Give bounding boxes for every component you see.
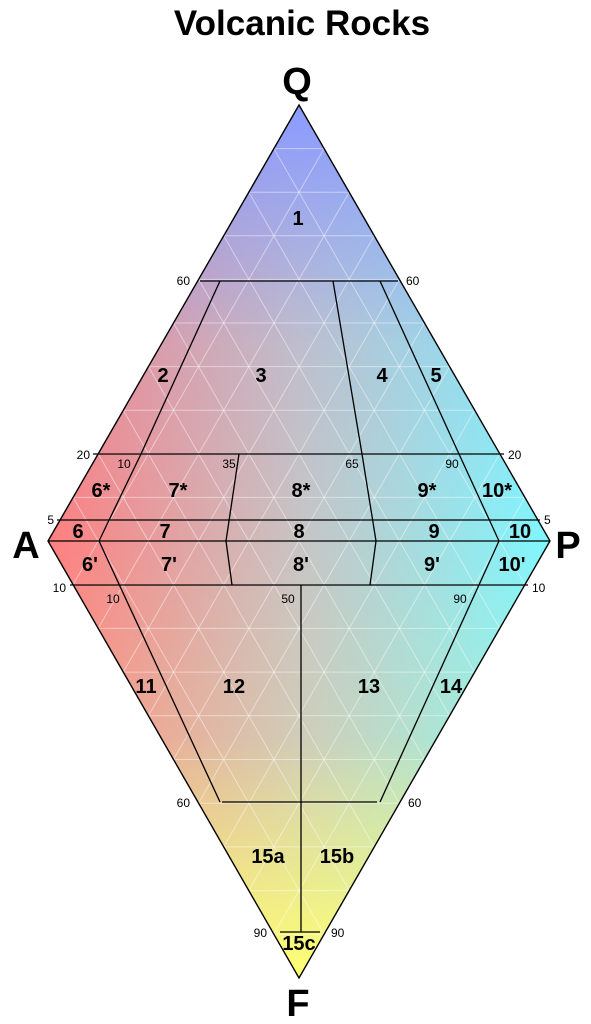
tick-label: 10 (53, 581, 67, 595)
field-label: 4 (376, 365, 388, 387)
grid-line (398, 409, 476, 542)
field-label: 15c (282, 933, 315, 955)
grid-line (198, 279, 350, 542)
apex-p-label: P (555, 525, 580, 567)
diagram-outline (47, 103, 551, 980)
tick-label: 10 (117, 457, 131, 471)
grid-line (173, 322, 300, 542)
grid-line (499, 540, 526, 585)
grid-line (298, 322, 425, 542)
grid-line (147, 191, 350, 542)
triangular-grid (72, 148, 526, 935)
diagram-title: Volcanic Rocks (174, 4, 430, 43)
upper-boundaries (57, 280, 540, 542)
field-label: 6' (82, 554, 98, 576)
field-label: 7 (159, 521, 170, 543)
field-label: 8* (292, 480, 311, 502)
grid-line (97, 540, 325, 935)
tick-label: 90 (331, 926, 345, 940)
field-label: 9* (418, 480, 437, 502)
tick-label: 60 (406, 274, 420, 288)
grid-line (223, 540, 400, 848)
grid-line (273, 540, 501, 935)
tick-label: 5 (544, 513, 551, 527)
grid-line (248, 279, 400, 542)
tick-label: 35 (222, 457, 236, 471)
apex-a-label: A (12, 525, 39, 567)
field-label: 8 (293, 521, 304, 543)
tick-label: 10 (106, 592, 120, 606)
field-label: 6* (92, 480, 111, 502)
grid-line (72, 540, 99, 585)
field-label: 1 (292, 208, 303, 230)
field-label: 7* (169, 480, 188, 502)
field-label: 10* (482, 480, 512, 502)
field-label: 2 (157, 365, 168, 387)
grid-line (97, 453, 149, 542)
field-label: 13 (358, 676, 380, 698)
field-label: 9' (424, 554, 440, 576)
grid-line (198, 540, 375, 848)
tick-label: 90 (254, 926, 268, 940)
field-label: 6 (72, 521, 83, 543)
field-label: 9 (428, 521, 439, 543)
grid-line (122, 409, 200, 542)
tick-label: 60 (408, 796, 422, 810)
field-label: 8' (293, 554, 309, 576)
tick-label: 90 (445, 457, 459, 471)
grid-line (449, 453, 501, 542)
field-label: 5 (430, 365, 441, 387)
tick-label: 5 (47, 513, 54, 527)
field-label: 10 (509, 521, 531, 543)
grid-line (147, 540, 250, 717)
field-label: 15a (251, 846, 285, 868)
grid-line (72, 497, 99, 542)
grid-line (223, 235, 400, 542)
tick-label: 65 (345, 457, 359, 471)
tick-labels: 60 60 20 20 5 5 10 35 65 90 10 10 10 50 … (47, 274, 551, 940)
grid-line (147, 540, 350, 891)
field-label: 7' (161, 554, 177, 576)
grid-line (248, 191, 451, 542)
grid-line (122, 540, 200, 673)
tick-label: 60 (177, 274, 191, 288)
tick-label: 90 (453, 592, 467, 606)
tick-label: 50 (281, 592, 295, 606)
diagram-fill (48, 105, 550, 978)
grid-line (248, 540, 451, 891)
field-label: 10' (498, 554, 525, 576)
field-label: 14 (440, 676, 463, 698)
grid-line (298, 540, 425, 760)
field-labels: 1 2 3 4 5 6* 7* 8* 9* 10* 6 7 8 9 10 6' … (72, 208, 531, 955)
grid-line (198, 235, 375, 542)
lower-boundaries (70, 540, 528, 933)
grid-line (499, 497, 526, 542)
grid-line (273, 148, 501, 542)
tick-label: 20 (508, 448, 522, 462)
field-label: 12 (223, 676, 245, 698)
tick-label: 10 (532, 581, 546, 595)
tick-label: 20 (77, 448, 91, 462)
grid-line (173, 540, 300, 760)
tick-label: 60 (177, 796, 191, 810)
field-label: 11 (135, 676, 156, 698)
field-label: 3 (255, 365, 266, 387)
grid-line (398, 540, 476, 673)
grid-line (97, 148, 325, 542)
apex-f-label: F (286, 983, 309, 1024)
field-label: 15b (320, 846, 354, 868)
apex-q-label: Q (282, 61, 312, 103)
